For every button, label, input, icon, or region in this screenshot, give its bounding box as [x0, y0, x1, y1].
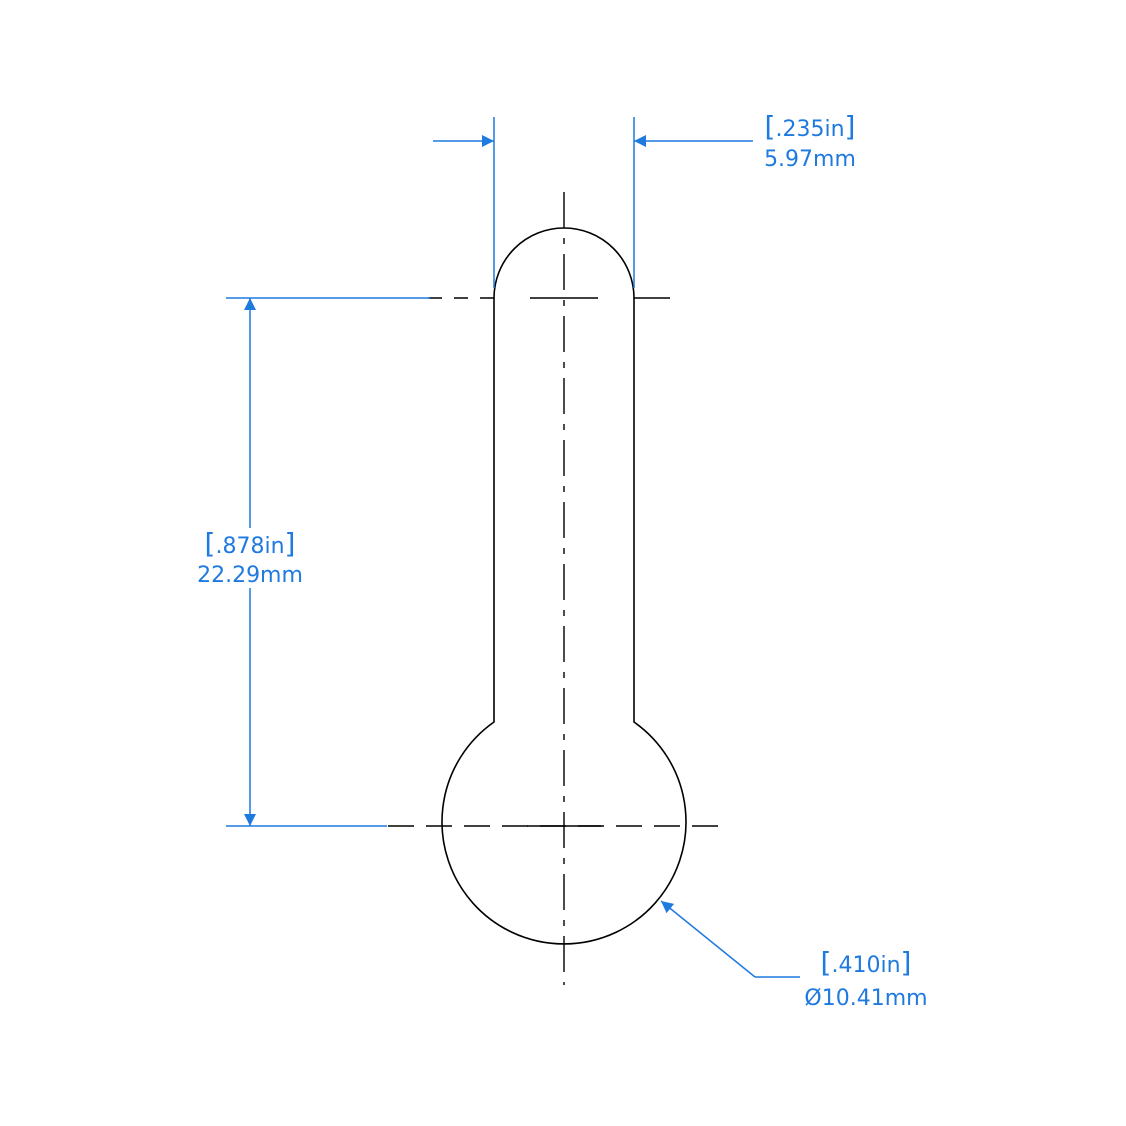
keyhole-outline [441, 227, 687, 945]
width-inches-label: [.235in] [765, 110, 856, 143]
center-distance-metric-label: 22.29mm [197, 563, 303, 588]
center-distance-dimension [226, 297, 430, 827]
centerlines [388, 192, 725, 985]
width-metric-label: 5.97mm [764, 147, 856, 172]
diameter-leader [660, 900, 756, 978]
width-dimension [433, 117, 753, 288]
center-distance-inches-label: [.878in] [205, 527, 296, 560]
diameter-inches-label: [.410in] [821, 946, 912, 979]
diameter-metric-label: Ø10.41mm [804, 986, 927, 1011]
diameter-symbol: Ø [804, 986, 821, 1011]
diameter-dimension [660, 900, 800, 978]
